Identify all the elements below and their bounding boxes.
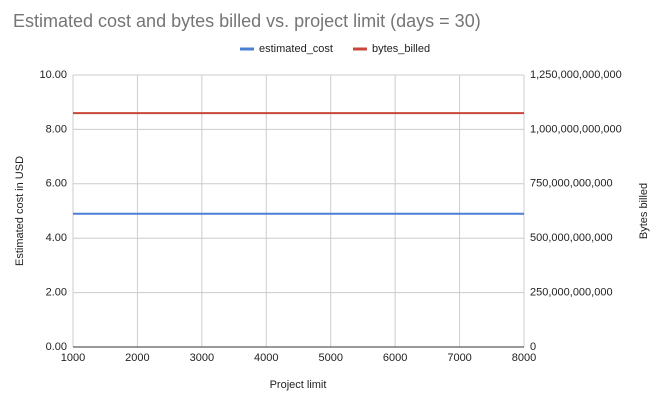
x-tick-label: 2000 (125, 352, 149, 364)
y-axis-label: Estimated cost in USD (14, 156, 26, 266)
chart-title: Estimated cost and bytes billed vs. proj… (13, 11, 481, 31)
y-tick-label: 0.00 (46, 341, 67, 353)
y-tick-label: 10.00 (39, 69, 67, 81)
y2-tick-label: 0 (530, 341, 536, 353)
y2-axis-label: Bytes billed (638, 183, 650, 239)
x-tick-label: 8000 (512, 352, 536, 364)
y2-tick-label: 1,250,000,000,000 (530, 69, 622, 81)
y2-tick-label: 250,000,000,000 (530, 287, 613, 299)
x-tick-label: 5000 (318, 352, 342, 364)
y2-tick-label: 1,000,000,000,000 (530, 123, 622, 135)
x-tick-label: 6000 (383, 352, 407, 364)
y-tick-label: 8.00 (46, 123, 67, 135)
y-tick-label: 2.00 (46, 287, 67, 299)
legend-label: estimated_cost (259, 43, 333, 55)
x-tick-label: 4000 (254, 352, 278, 364)
y2-tick-label: 500,000,000,000 (530, 232, 613, 244)
x-axis-label: Project limit (270, 379, 327, 391)
x-tick-label: 3000 (190, 352, 214, 364)
x-tick-label: 7000 (447, 352, 471, 364)
y2-tick-label: 750,000,000,000 (530, 178, 613, 190)
y-tick-label: 6.00 (46, 178, 67, 190)
x-tick-label: 1000 (61, 352, 85, 364)
legend-label: bytes_billed (372, 43, 430, 55)
y-tick-label: 4.00 (46, 232, 67, 244)
